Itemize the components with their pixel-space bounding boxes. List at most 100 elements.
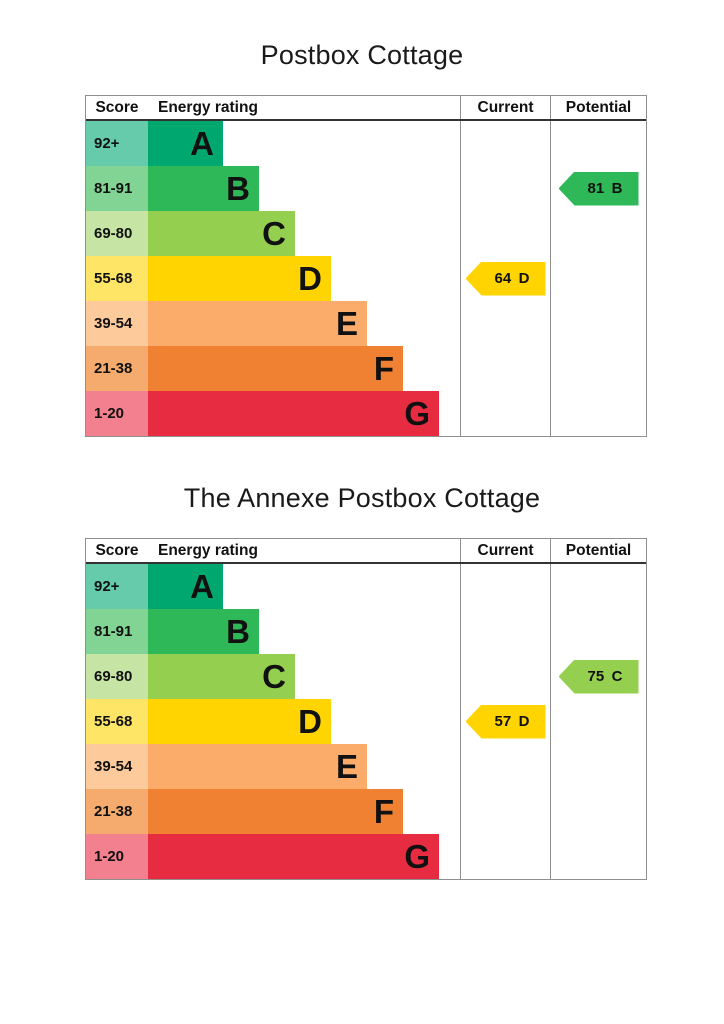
- current-cell: [460, 609, 550, 654]
- epc-chart-postbox-cottage: Postbox Cottage Score Energy rating Curr…: [0, 40, 724, 437]
- band-score-range: 81-91: [86, 609, 148, 654]
- band-bar: C: [148, 654, 295, 699]
- band-score-range: 92+: [86, 564, 148, 609]
- band-bar-area: F: [148, 346, 460, 391]
- band-row-f: 21-38 F: [86, 346, 646, 391]
- band-bar-area: C: [148, 654, 460, 699]
- band-bar: A: [148, 564, 223, 609]
- header-energy-rating: Energy rating: [158, 541, 258, 559]
- current-cell: [460, 391, 550, 436]
- band-letter: E: [335, 305, 358, 342]
- band-score-range: 92+: [86, 121, 148, 166]
- table-header-row: Score Energy rating Current Potential: [86, 539, 646, 564]
- band-letter: C: [262, 215, 286, 252]
- band-row-a: 92+ A: [86, 121, 646, 166]
- current-cell: 57 D: [460, 699, 550, 744]
- header-current: Current: [460, 539, 550, 562]
- current-cell: [460, 166, 550, 211]
- band-row-d: 55-68 D 64 D: [86, 256, 646, 301]
- band-score-range: 55-68: [86, 256, 148, 301]
- current-cell: 64 D: [460, 256, 550, 301]
- band-bar-area: E: [148, 301, 460, 346]
- current-cell: [460, 564, 550, 609]
- band-bar: D: [148, 256, 331, 301]
- current-cell: [460, 654, 550, 699]
- band-row-e: 39-54 E: [86, 301, 646, 346]
- band-score-range: 55-68: [86, 699, 148, 744]
- potential-cell: [550, 699, 646, 744]
- band-row-d: 55-68 D 57 D: [86, 699, 646, 744]
- band-score-range: 69-80: [86, 654, 148, 699]
- arrow-label: 64 D: [494, 270, 530, 287]
- potential-cell: [550, 346, 646, 391]
- header-score: Score: [95, 541, 139, 559]
- band-score-range: 81-91: [86, 166, 148, 211]
- band-score-range: 69-80: [86, 211, 148, 256]
- current-cell: [460, 121, 550, 166]
- band-bar-area: D: [148, 256, 460, 301]
- band-letter: A: [190, 568, 214, 605]
- band-score-range: 1-20: [86, 834, 148, 879]
- potential-cell: [550, 564, 646, 609]
- band-bar: D: [148, 699, 331, 744]
- chart-title: Postbox Cottage: [260, 40, 464, 70]
- band-bar: B: [148, 609, 259, 654]
- band-score-range: 21-38: [86, 346, 148, 391]
- band-bar-area: A: [148, 121, 460, 166]
- epc-table: Score Energy rating Current Potential 92…: [85, 95, 647, 437]
- band-bar-area: B: [148, 609, 460, 654]
- band-letter: B: [226, 170, 250, 207]
- band-bar-area: A: [148, 564, 460, 609]
- band-bar: G: [148, 391, 439, 436]
- band-row-b: 81-91 B 81 B: [86, 166, 646, 211]
- header-potential: Potential: [550, 96, 646, 119]
- header-potential: Potential: [550, 539, 646, 562]
- arrow-label: 81 B: [587, 180, 623, 197]
- band-row-c: 69-80 C 75 C: [86, 654, 646, 699]
- band-letter: B: [226, 613, 250, 650]
- band-score-range: 39-54: [86, 301, 148, 346]
- potential-cell: 75 C: [550, 654, 646, 699]
- band-bar: C: [148, 211, 295, 256]
- epc-chart-annexe-postbox-cottage: The Annexe Postbox Cottage Score Energy …: [0, 483, 724, 880]
- arrow-label: 75 C: [587, 668, 623, 685]
- potential-rating-arrow: 75 C: [558, 659, 639, 694]
- potential-cell: [550, 121, 646, 166]
- band-score-range: 21-38: [86, 789, 148, 834]
- band-letter: F: [373, 793, 394, 830]
- band-bar: F: [148, 789, 403, 834]
- current-cell: [460, 301, 550, 346]
- arrow-label: 57 D: [494, 713, 530, 730]
- band-bar-area: B: [148, 166, 460, 211]
- current-cell: [460, 834, 550, 879]
- band-letter: G: [404, 838, 430, 875]
- band-bar: E: [148, 301, 367, 346]
- potential-cell: [550, 301, 646, 346]
- band-letter: D: [298, 260, 322, 297]
- band-letter: E: [335, 748, 358, 785]
- table-header-row: Score Energy rating Current Potential: [86, 96, 646, 121]
- potential-cell: [550, 256, 646, 301]
- chart-title: The Annexe Postbox Cottage: [183, 483, 541, 513]
- band-bar: F: [148, 346, 403, 391]
- header-energy-rating: Energy rating: [158, 98, 258, 116]
- band-row-g: 1-20 G: [86, 391, 646, 436]
- current-rating-arrow: 57 D: [465, 704, 546, 739]
- potential-cell: [550, 744, 646, 789]
- band-bar-area: F: [148, 789, 460, 834]
- current-cell: [460, 346, 550, 391]
- band-letter: D: [298, 703, 322, 740]
- potential-rating-arrow: 81 B: [558, 171, 639, 206]
- band-row-e: 39-54 E: [86, 744, 646, 789]
- potential-cell: [550, 789, 646, 834]
- potential-cell: [550, 391, 646, 436]
- band-letter: C: [262, 658, 286, 695]
- band-bar-area: C: [148, 211, 460, 256]
- potential-cell: [550, 609, 646, 654]
- band-rows: 92+ A 81-91 B 69-80 C 75 C 55-68 D 57 D 39-54 E 21-3…: [86, 564, 646, 879]
- band-score-range: 39-54: [86, 744, 148, 789]
- band-bar-area: D: [148, 699, 460, 744]
- header-current: Current: [460, 96, 550, 119]
- potential-cell: [550, 834, 646, 879]
- current-cell: [460, 789, 550, 834]
